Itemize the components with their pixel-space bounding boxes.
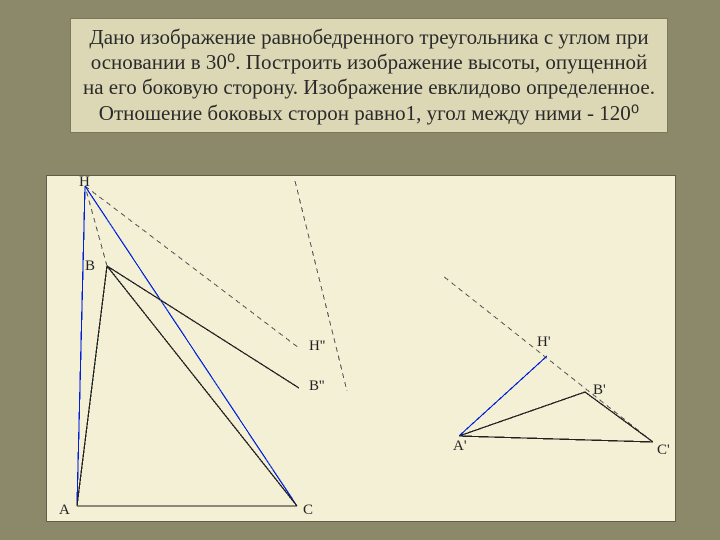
point-label-C: C bbox=[303, 502, 313, 519]
problem-text: Дано изображение равнобедренного треугол… bbox=[83, 25, 655, 125]
diagram-svg bbox=[47, 176, 675, 521]
geometry-diagram: A B C H H'' B'' A' B' C' H' bbox=[46, 175, 676, 522]
problem-statement: Дано изображение равнобедренного треугол… bbox=[70, 18, 668, 133]
point-label-C': C' bbox=[657, 442, 670, 459]
point-label-B': B' bbox=[593, 382, 606, 399]
point-label-H': H' bbox=[537, 334, 551, 351]
point-label-B: B bbox=[85, 258, 95, 275]
slide: Дано изображение равнобедренного треугол… bbox=[0, 0, 720, 540]
point-label-H: H bbox=[79, 174, 90, 191]
point-label-B'': B'' bbox=[309, 378, 324, 395]
point-label-H'': H'' bbox=[309, 338, 325, 355]
point-label-A': A' bbox=[453, 438, 467, 455]
point-label-A: A bbox=[59, 502, 70, 519]
